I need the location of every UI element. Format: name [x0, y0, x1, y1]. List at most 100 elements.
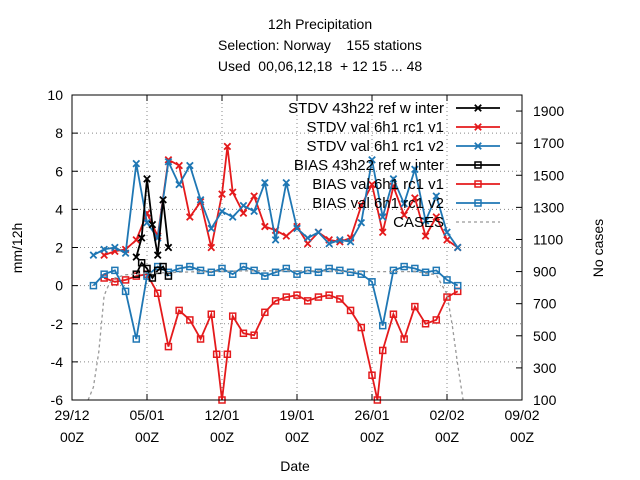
data-point-marker — [218, 207, 226, 216]
data-point-marker — [261, 272, 269, 280]
data-point-marker — [303, 266, 312, 275]
data-point-marker — [314, 268, 323, 277]
x-tick-label-hour: 00Z — [510, 429, 535, 445]
data-point-marker — [282, 232, 291, 240]
data-point-marker — [303, 297, 312, 305]
data-point-marker — [159, 196, 167, 204]
data-point-marker — [228, 188, 237, 197]
legend-marker — [474, 180, 482, 188]
x-tick-label-hour: 00Z — [360, 429, 385, 445]
y2-tick-label: 1900 — [533, 103, 564, 119]
data-point-marker — [143, 218, 151, 227]
data-point-marker — [207, 268, 216, 277]
data-point-marker — [432, 316, 441, 324]
data-point-marker — [400, 211, 408, 219]
y2-tick-label: 1300 — [533, 199, 564, 215]
data-point-marker — [271, 236, 280, 244]
x-tick-label: 19/01 — [279, 407, 314, 423]
data-point-marker — [196, 335, 205, 343]
data-point-marker — [282, 293, 291, 301]
legend-marker — [474, 161, 482, 169]
data-point-marker — [378, 321, 387, 330]
data-point-marker — [293, 224, 301, 233]
data-point-marker — [432, 213, 441, 221]
data-point-marker — [132, 236, 141, 244]
data-point-marker — [336, 236, 344, 244]
data-point-marker — [293, 270, 301, 278]
series-line — [103, 273, 459, 401]
x-tick-label-hour: 00Z — [60, 429, 85, 445]
data-point-marker — [111, 266, 119, 275]
data-point-marker — [196, 266, 205, 275]
data-point-marker — [400, 335, 408, 343]
legend-marker — [474, 199, 482, 207]
data-point-marker — [164, 342, 173, 351]
data-point-marker — [336, 266, 344, 275]
data-point-marker — [400, 199, 408, 208]
data-point-marker — [186, 213, 194, 221]
data-point-marker — [271, 297, 280, 305]
data-point-marker — [325, 239, 333, 248]
data-point-marker — [357, 218, 366, 227]
data-point-marker — [239, 209, 248, 218]
data-point-marker — [411, 302, 419, 311]
data-point-marker — [261, 178, 269, 187]
data-point-marker — [453, 243, 462, 252]
data-point-marker — [250, 331, 258, 339]
data-point-marker — [250, 207, 258, 216]
data-point-marker — [164, 243, 173, 252]
x-tick-label-hour: 00Z — [210, 429, 235, 445]
data-point-marker — [175, 161, 183, 170]
y2-tick-label: 1700 — [533, 135, 564, 151]
x-tick-label-hour: 00Z — [135, 429, 160, 445]
data-point-marker — [153, 289, 162, 297]
x-tick-label-hour: 00Z — [285, 429, 310, 445]
y-tick-label: 8 — [55, 125, 63, 141]
y-tick-label: 6 — [55, 163, 63, 179]
data-point-marker — [368, 155, 376, 164]
legend-label: STDV val 6h1 rc1 v1 — [306, 119, 444, 136]
x-tick-label: 29/12 — [54, 407, 89, 423]
data-point-marker — [228, 270, 237, 278]
data-point-marker — [207, 310, 216, 318]
data-point-marker — [250, 192, 258, 200]
data-point-marker — [443, 236, 451, 244]
data-point-marker — [421, 268, 430, 277]
x-tick-label: 02/02 — [429, 407, 464, 423]
data-point-marker — [196, 196, 205, 204]
data-point-marker — [282, 178, 291, 187]
data-point-marker — [378, 213, 387, 221]
data-point-marker — [453, 281, 462, 290]
data-point-marker — [164, 157, 173, 166]
data-point-marker — [389, 310, 398, 318]
legend-label: STDV val 6h1 rc1 v2 — [306, 138, 444, 155]
data-point-marker — [411, 194, 419, 202]
x-tick-label: 05/01 — [129, 407, 164, 423]
chart-title-line-2: Selection: Norway 155 stations — [218, 37, 422, 53]
data-point-marker — [421, 232, 430, 240]
data-point-marker — [346, 237, 355, 246]
data-point-marker — [346, 306, 355, 315]
y-tick-label: 2 — [55, 240, 63, 256]
x-tick-label: 26/01 — [354, 407, 389, 423]
data-point-marker — [223, 350, 232, 358]
data-point-marker — [368, 278, 376, 286]
y-tick-label: 4 — [55, 201, 63, 217]
data-point-marker — [389, 175, 398, 183]
data-point-marker — [443, 293, 451, 301]
data-point-marker — [432, 266, 441, 275]
data-point-marker — [293, 291, 301, 299]
data-point-marker — [239, 201, 248, 210]
data-point-marker — [175, 306, 183, 315]
y2-tick-label: 900 — [533, 264, 557, 280]
data-point-marker — [132, 335, 141, 343]
data-point-marker — [207, 224, 216, 233]
data-point-marker — [223, 142, 232, 151]
series-line — [87, 270, 464, 401]
data-point-marker — [153, 251, 162, 259]
legend-marker — [474, 142, 482, 150]
y2-tick-label: 300 — [533, 360, 557, 376]
y2-axis-title: No cases — [590, 219, 606, 277]
data-point-marker — [378, 346, 387, 355]
y2-tick-label: 1100 — [533, 231, 563, 247]
